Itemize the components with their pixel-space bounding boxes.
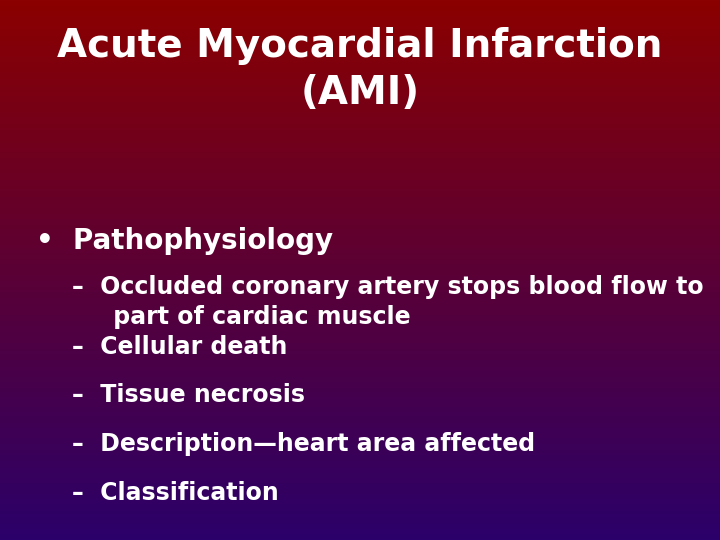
Text: –  Cellular death: – Cellular death — [72, 335, 287, 359]
Text: –  Description—heart area affected: – Description—heart area affected — [72, 432, 535, 456]
Text: –  Classification: – Classification — [72, 481, 279, 504]
Text: •  Pathophysiology: • Pathophysiology — [36, 227, 333, 255]
Text: Acute Myocardial Infarction
(AMI): Acute Myocardial Infarction (AMI) — [58, 27, 662, 112]
Text: –  Tissue necrosis: – Tissue necrosis — [72, 383, 305, 407]
Text: –  Occluded coronary artery stops blood flow to
     part of cardiac muscle: – Occluded coronary artery stops blood f… — [72, 275, 703, 329]
